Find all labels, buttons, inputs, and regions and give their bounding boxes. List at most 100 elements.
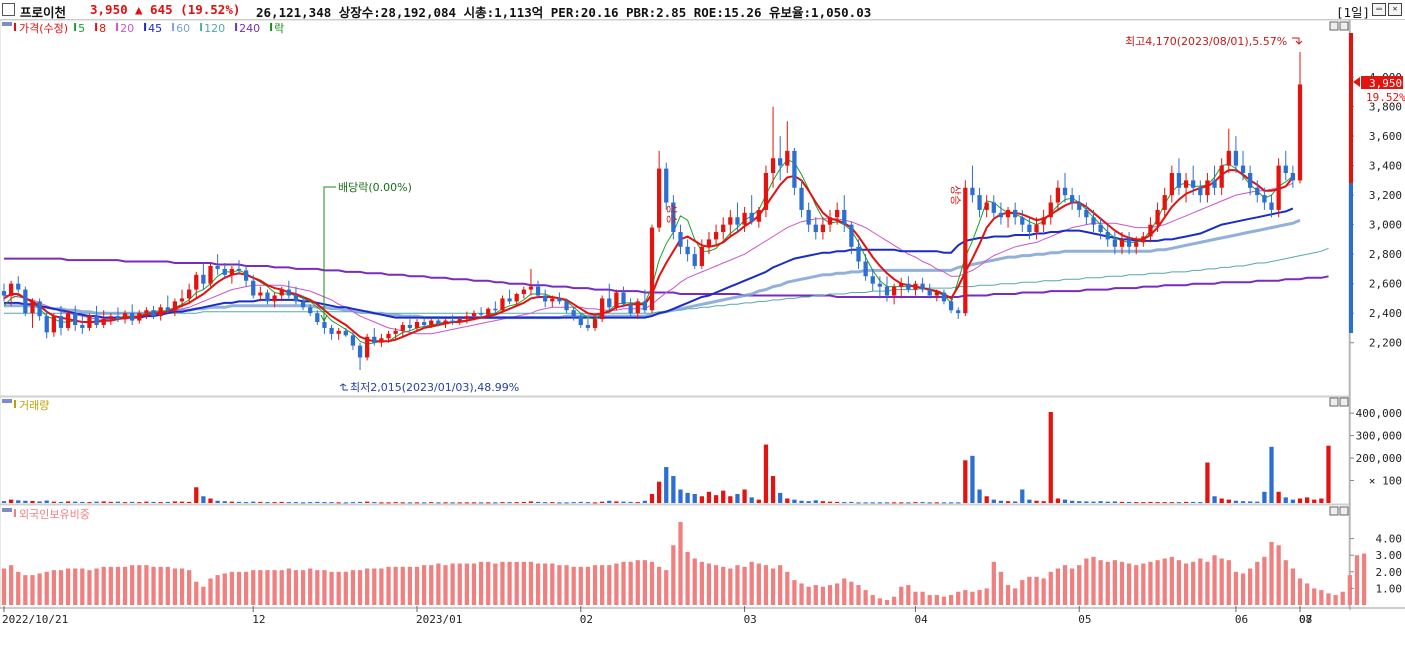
volume-bar [941,502,947,504]
legend-swatch-volume [14,400,16,408]
foreign-ratio-bar [1027,576,1032,605]
price-tick-label: 2,800 [1369,248,1402,261]
candle-body [1141,236,1146,243]
volume-bar [87,502,92,504]
maximize-icon[interactable] [1339,506,1349,516]
foreign-ratio-bar [258,570,263,605]
foreign-ratio-bar [963,590,968,605]
volume-bar [521,501,526,503]
price-panel-controls[interactable] [1329,21,1349,31]
price-change: ▲ 645 (19.52%) [135,2,240,17]
foreign-ratio-bar [920,591,925,605]
volume-bar [656,481,662,503]
period-selector[interactable]: [1일] [1336,5,1371,20]
foreign-ratio-bar [1191,561,1196,605]
foreign-ratio-bar [528,561,534,605]
foreign-ratio-bar [1226,560,1231,605]
panel-handle-icon[interactable] [2,508,12,512]
volume-bar [884,502,890,504]
legend-ma-20: 20 [120,22,134,35]
foreign-ratio-bar [877,598,883,605]
candle-body [984,202,989,210]
restore-icon[interactable]: ▭ [1372,3,1386,16]
panel-handle-icon[interactable] [2,399,12,403]
foreign-ratio-bar [1169,556,1174,605]
foreign-ratio-bar [122,566,128,605]
foreign-ratio-bar [222,573,227,605]
foreign-ratio-bar [934,595,939,605]
minimize-icon[interactable] [1329,397,1339,407]
candle-body [101,319,106,325]
foreign-ratio-bar [664,570,669,605]
foreign-ratio-bar [870,595,875,605]
foreign-ratio-bar [628,561,633,605]
volume-bar [258,501,263,503]
volume-panel-controls[interactable] [1329,397,1349,407]
volume-bar [507,502,512,504]
foreign-ratio-bar [58,570,64,605]
foreign-ratio-bar [849,581,854,605]
x-axis-label: 12 [252,613,265,626]
volume-bar [984,496,989,503]
close-icon[interactable]: ✕ [1388,3,1402,16]
foreign-ratio-bar [756,563,761,605]
foreign-ratio-bar [728,568,733,605]
candle-body [137,313,142,321]
foreign-ratio-bar [265,570,270,605]
foreign-panel-controls[interactable] [1329,506,1349,516]
foreign-ratio-bar [115,566,121,605]
foreign-ratio-bar [592,565,598,605]
candle-body [1248,173,1253,188]
volume-bar [1276,491,1281,503]
foreign-ratio-bar [471,563,477,605]
maximize-icon[interactable] [1339,21,1349,31]
price-tick-label: 3,800 [1369,101,1402,114]
minimize-icon[interactable] [1329,21,1339,31]
candle-body [1119,239,1125,247]
foreign-ratio-bar [571,566,576,605]
foreign-ratio-bar [1347,575,1352,605]
foreign-ratio-bar [1269,541,1274,605]
candle-body [749,212,754,222]
candle-body [1084,209,1089,218]
foreign-ratio-bar [1205,561,1210,605]
foreign-tick-label: 4.00 [1376,533,1403,546]
x-axis-label: 07 [1299,613,1312,626]
x-axis-label: 04 [914,613,928,626]
candle-body [372,336,377,343]
foreign-ratio-bar [984,588,989,605]
candle-body [436,320,441,324]
candle-body [906,283,911,290]
panel-handle-icon[interactable] [2,22,12,26]
volume-bar [478,502,484,504]
candle-body [1134,242,1139,247]
maximize-icon[interactable] [1339,397,1349,407]
legend-ma-8: 8 [99,22,106,35]
volume-bar [585,502,591,504]
select-checkbox[interactable] [2,3,15,16]
minimize-icon[interactable] [1329,506,1339,516]
candle-body [763,173,769,210]
foreign-ratio-bar [450,563,455,605]
foreign-ratio-bar [585,566,591,605]
volume-bar [130,501,135,503]
foreign-ratio-bar [842,578,847,605]
candle-body [891,286,897,296]
candle-body [258,292,263,296]
candle-body [1233,150,1239,166]
price-tick-label: 3,200 [1369,189,1402,202]
foreign-ratio-bar [365,568,370,605]
candle-body [493,308,498,311]
foreign-ratio-bar [215,575,220,605]
volume-bar [179,501,185,503]
volume-bar [863,502,868,504]
volume-bar [543,502,548,504]
foreign-ratio-bar [315,570,320,605]
volume-bar [51,501,56,503]
foreign-ratio-bar [1091,556,1096,605]
foreign-ratio-bar [514,561,519,605]
surge-tag-1: 상승 [665,204,678,224]
volume-bar [158,502,163,504]
